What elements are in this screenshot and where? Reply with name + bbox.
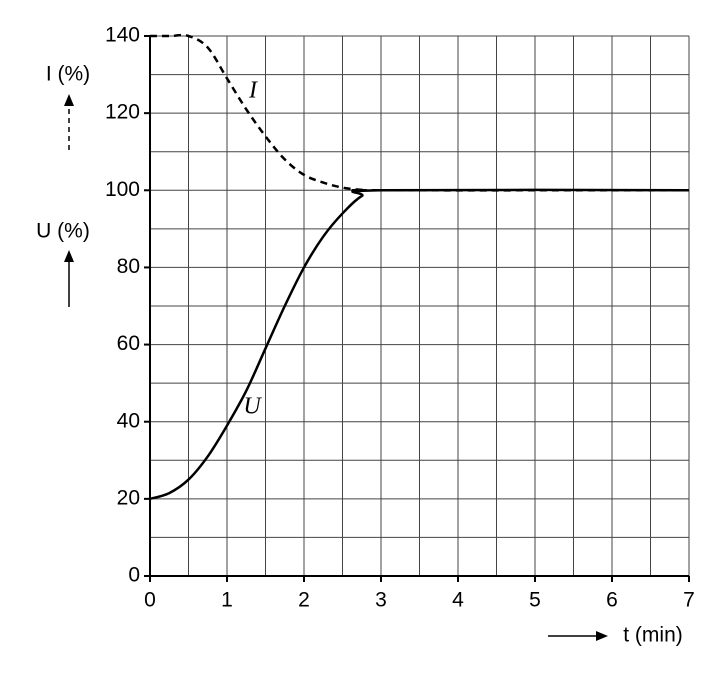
x-tick-label: 2 — [298, 589, 310, 612]
y-tick-label: 40 — [117, 409, 140, 432]
axis-arrow-head — [64, 250, 74, 262]
curve-label-u: U — [243, 394, 262, 420]
y-tick-label: 80 — [117, 255, 140, 278]
x-tick-label: 0 — [144, 589, 156, 612]
y-axis-label-u: U (%) — [36, 220, 90, 243]
y-axis-label-i: I (%) — [46, 63, 90, 86]
x-axis-label: t (min) — [623, 624, 683, 647]
axis-arrow-head — [64, 94, 74, 106]
x-tick-label: 5 — [529, 589, 541, 612]
axis-arrow-head — [596, 631, 608, 641]
x-tick-label: 4 — [452, 589, 464, 612]
x-tick-label: 3 — [375, 589, 387, 612]
x-tick-label: 7 — [683, 589, 695, 612]
x-tick-label: 6 — [606, 589, 618, 612]
x-tick-label: 1 — [221, 589, 233, 612]
curve-label-i: I — [248, 78, 258, 104]
y-tick-label: 140 — [105, 24, 140, 47]
series-line — [150, 33, 690, 192]
y-tick-label: 60 — [117, 332, 140, 355]
y-tick-label: 120 — [105, 101, 140, 124]
y-tick-label: 0 — [128, 564, 140, 587]
y-tick-label: 100 — [105, 178, 140, 201]
y-tick-label: 20 — [117, 486, 140, 509]
